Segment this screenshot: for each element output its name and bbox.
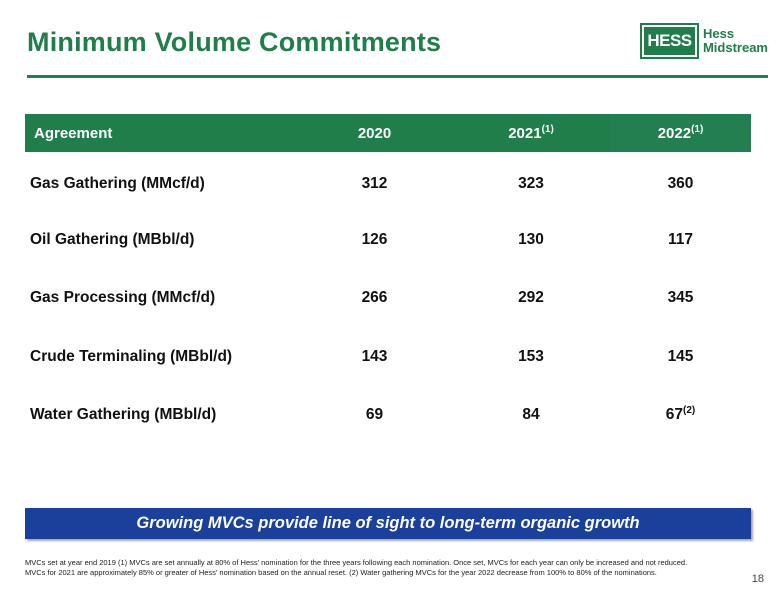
table-header-row: Agreement 2020 2021(1) 2022(1) [25,114,751,152]
logo-mark-frame: HESS [640,23,699,59]
footnote-line-2: MVCs for 2021 are approximately 85% or g… [25,568,657,577]
page-number: 18 [751,573,764,585]
row-label: Oil Gathering (MBbl/d) [30,230,195,248]
title-divider [27,75,768,78]
footnote-marker: (1) [691,123,704,135]
cell-2022: 345 [667,289,694,307]
summary-banner: Growing MVCs provide line of sight to lo… [25,508,751,539]
column-header-2022: 2022(1) [610,114,751,152]
footnote: MVCs set at year end 2019 (1) MVCs are s… [25,558,735,578]
cell-2021: 153 [518,347,544,365]
column-header-2020: 2020 [297,114,452,152]
page-title: Minimum Volume Commitments [27,27,442,57]
column-header-2021: 2021(1) [452,114,610,152]
row-label: Crude Terminaling (MBbl/d) [30,347,233,365]
cell-2020: 69 [365,406,384,424]
cell-2021: 292 [518,289,544,307]
footnote-marker: (1) [541,123,554,135]
footnote-line-1: MVCs set at year end 2019 (1) MVCs are s… [25,558,688,567]
logo-mark: HESS [644,27,695,55]
cell-2022: 145 [667,347,694,365]
cell-2021: 84 [522,406,540,424]
table-row: Gas Gathering (MMcf/d) 312 323 360 [25,152,751,211]
row-label: Gas Processing (MMcf/d) [30,289,216,307]
hess-midstream-logo: HESS Hess Midstream [640,22,768,60]
logo-wordmark: Hess Midstream [703,27,768,55]
cell-2020: 312 [361,175,388,193]
cell-2020: 126 [361,230,388,248]
table-row: Gas Processing (MMcf/d) 266 292 345 [25,269,751,328]
cell-2022: 67(2) [665,405,696,424]
table-row: Crude Terminaling (MBbl/d) 143 153 145 [25,328,751,387]
mvc-table: Agreement 2020 2021(1) 2022(1) Gas Gathe… [25,114,751,445]
footnote-marker: (2) [683,405,696,417]
column-header-agreement: Agreement [25,114,297,152]
cell-2022: 360 [667,175,694,193]
cell-2020: 266 [361,289,388,307]
logo-line-1: Hess [702,26,735,41]
cell-2021: 323 [518,175,544,193]
row-label: Water Gathering (MBbl/d) [30,406,217,424]
row-label: Gas Gathering (MMcf/d) [30,175,205,193]
cell-2020: 143 [361,347,388,365]
table-row: Oil Gathering (MBbl/d) 126 130 117 [25,211,751,270]
table-row: Water Gathering (MBbl/d) 69 84 67(2) [25,386,751,445]
logo-line-2: Midstream [702,40,768,55]
cell-2021: 130 [518,230,544,248]
cell-2022: 117 [667,230,693,248]
